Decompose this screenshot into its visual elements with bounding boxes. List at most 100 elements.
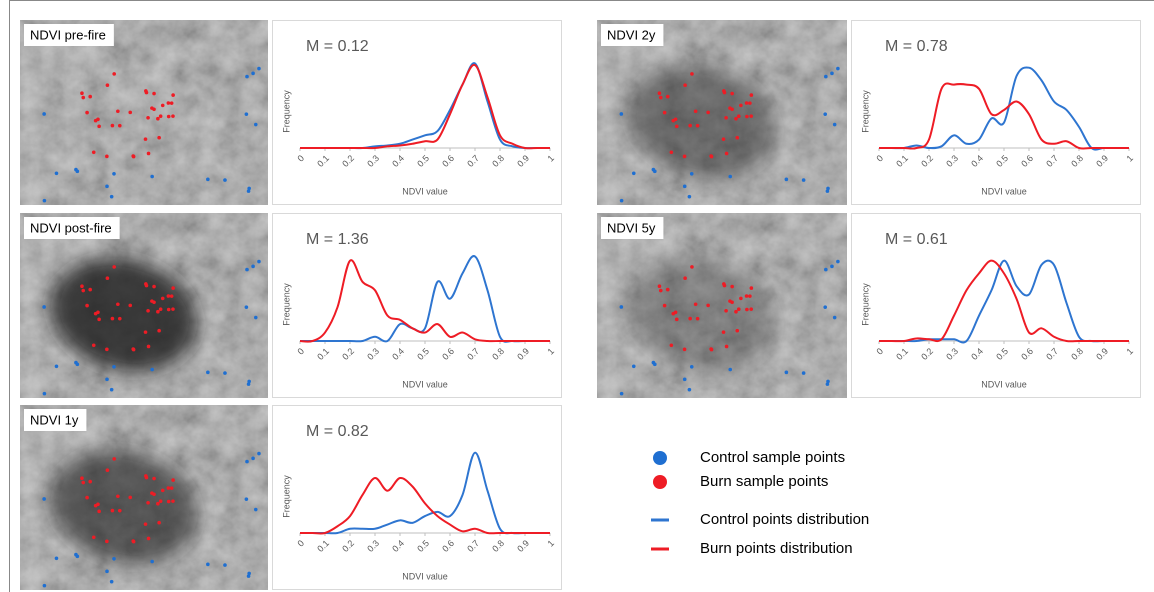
control-sample-point	[631, 364, 636, 369]
control-sample-point	[653, 169, 657, 174]
control-sample-point	[687, 387, 692, 392]
burn-sample-point	[749, 114, 754, 118]
burn-sample-point	[91, 535, 96, 540]
burn-sample-point	[682, 154, 687, 159]
burn-sample-point	[669, 343, 674, 348]
burn-sample-point	[735, 135, 740, 140]
burn-sample-point	[80, 284, 84, 289]
control-sample-point	[245, 267, 249, 272]
burn-scar	[50, 449, 198, 564]
control-sample-point	[253, 122, 258, 127]
control-sample-point	[247, 571, 251, 576]
legend-label: Control points distribution	[700, 511, 869, 528]
burn-sample-point	[146, 115, 150, 120]
burn-sample-point	[169, 294, 174, 298]
control-sample-point	[244, 305, 249, 309]
burn-sample-point	[166, 486, 171, 490]
burn-sample-point	[683, 83, 687, 88]
burn-sample-point	[157, 520, 161, 525]
x-tick-label: 1	[1124, 153, 1135, 164]
burn-sample-point	[665, 94, 670, 99]
control-sample-point	[244, 112, 249, 116]
burn-sample-point	[171, 307, 175, 311]
burn-sample-point	[674, 124, 679, 129]
burn-sample-point	[157, 135, 161, 140]
control-sample-point	[75, 362, 80, 367]
burn-scar	[50, 257, 198, 372]
burn-sample-point	[156, 309, 160, 314]
burn-sample-point	[143, 137, 148, 141]
control-sample-point	[687, 194, 692, 199]
control-sample-point	[824, 74, 828, 79]
control-sample-point	[825, 382, 830, 386]
control-sample-point	[251, 71, 255, 76]
burn-sample-point	[150, 491, 154, 495]
burn-sample-point	[724, 308, 728, 313]
burn-sample-point	[739, 103, 743, 108]
burn-sample-point	[91, 343, 96, 348]
burn-sample-point	[744, 101, 749, 105]
control-sample-point	[42, 112, 46, 116]
burn-sample-point	[682, 347, 687, 352]
y-axis-label: Frequency	[281, 90, 291, 133]
satellite-image: NDVI 1y	[20, 405, 268, 590]
burn-sample-point	[105, 347, 109, 352]
burn-sample-point	[683, 276, 687, 281]
control-sample-point	[257, 259, 261, 264]
burn-sample-point	[160, 296, 165, 301]
burn-sample-point	[96, 117, 100, 122]
control-sample-point	[257, 66, 261, 71]
density-line	[878, 66, 1129, 151]
density-line	[878, 259, 1129, 343]
image-content	[20, 20, 268, 205]
burn-sample-point	[690, 72, 694, 76]
x-tick-label: 1	[545, 346, 556, 357]
burn-sample-point	[658, 288, 663, 293]
control-sample-point	[253, 315, 258, 320]
legend-dot	[653, 451, 667, 465]
burn-sample-point	[749, 286, 754, 290]
legend-item: Burn points distribution	[651, 540, 853, 557]
legend-item: Control sample points	[653, 449, 845, 466]
burn-scar	[628, 257, 776, 372]
control-sample-point	[257, 451, 261, 456]
burn-sample-point	[724, 151, 729, 156]
burn-sample-point	[80, 91, 84, 96]
burn-sample-point	[749, 307, 754, 311]
control-sample-point	[42, 391, 47, 396]
x-axis-label: NDVI value	[402, 186, 448, 196]
burn-sample-point	[144, 282, 148, 286]
control-sample-point	[150, 559, 154, 564]
burn-sample-point	[152, 284, 156, 289]
image-content	[597, 20, 847, 205]
burn-sample-point	[709, 347, 714, 352]
control-sample-point	[826, 379, 830, 384]
density-line	[299, 259, 550, 343]
burn-sample-point	[744, 294, 749, 298]
control-sample-point	[823, 112, 828, 116]
image-label-box	[24, 217, 120, 239]
burn-sample-point	[158, 307, 163, 312]
burn-sample-point	[116, 494, 120, 499]
burn-sample-point	[143, 522, 148, 526]
burn-sample-point	[722, 282, 726, 286]
burn-sample-point	[110, 316, 115, 321]
chart-box	[851, 213, 1141, 398]
burn-sample-point	[96, 502, 100, 507]
chart-box	[272, 20, 562, 205]
burn-sample-point	[105, 83, 110, 88]
chart-title: M = 0.61	[885, 231, 948, 248]
burn-sample-point	[662, 303, 667, 308]
chart-title: M = 1.36	[306, 231, 369, 248]
legend-label: Control sample points	[700, 449, 845, 466]
control-sample-point	[105, 569, 109, 574]
burn-sample-point	[105, 468, 110, 473]
burn-sample-point	[669, 150, 674, 155]
satellite-image: NDVI post-fire	[20, 213, 268, 398]
control-sample-point	[150, 174, 154, 179]
control-sample-point	[244, 497, 249, 501]
burn-sample-point	[88, 94, 92, 99]
x-axis-label: NDVI value	[402, 379, 448, 389]
satellite-image: NDVI 5y	[597, 213, 847, 398]
image-label-text: NDVI 2y	[607, 27, 656, 42]
